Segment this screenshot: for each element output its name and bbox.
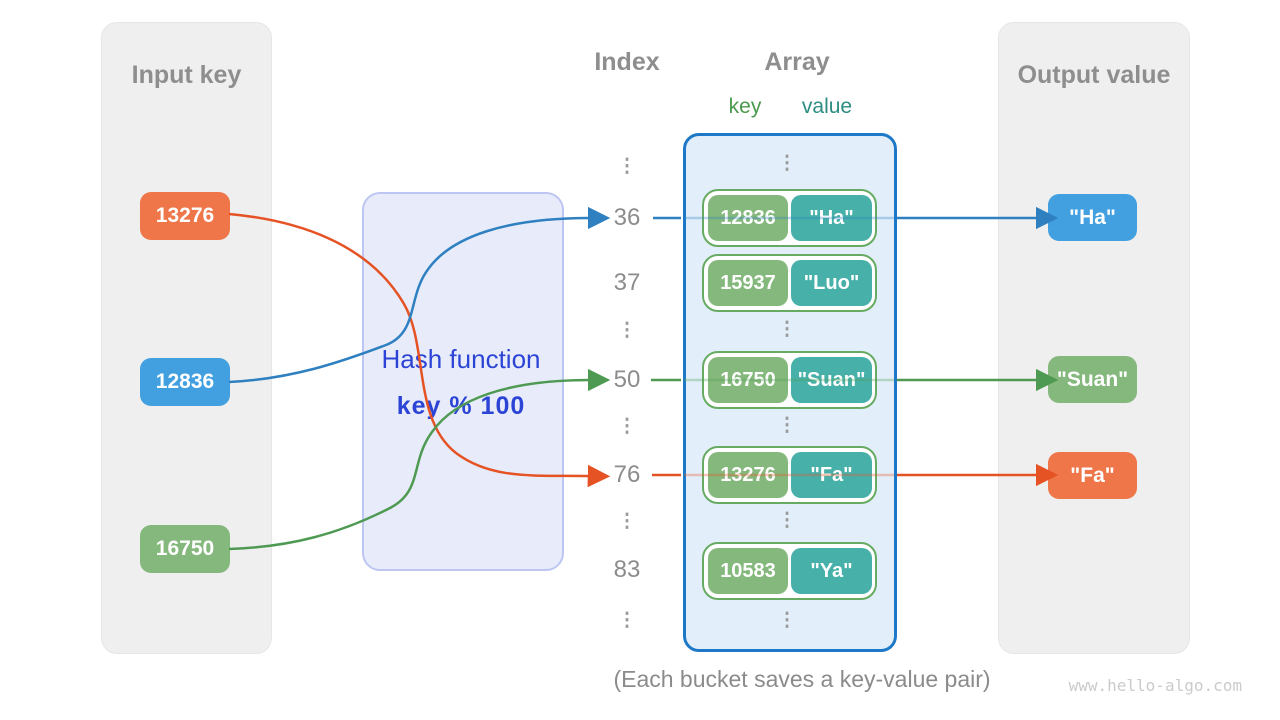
bucket-37-value: "Luo": [791, 260, 872, 306]
index-item-83: 83: [613, 556, 641, 583]
array-ellipsis: ⋮: [777, 610, 797, 631]
output-value-box-fa: "Fa": [1048, 452, 1137, 499]
array-title: Array: [764, 48, 830, 76]
index-item-50: 50: [613, 366, 641, 393]
index-ellipsis: ⋮: [617, 610, 637, 631]
bucket-50-value: "Suan": [791, 357, 872, 403]
output-value-title: Output value: [1017, 61, 1171, 89]
index-ellipsis: ⋮: [617, 156, 637, 177]
output-value-box-suan: "Suan": [1048, 356, 1137, 403]
bucket-37-key: 15937: [708, 260, 788, 306]
output-value-panel: Output value: [998, 22, 1190, 654]
bucket-83-key: 10583: [708, 548, 788, 594]
input-key-title: Input key: [131, 61, 242, 89]
bucket-83-value: "Ya": [791, 548, 872, 594]
output-value-box-ha: "Ha": [1048, 194, 1137, 241]
key-column-header: key: [728, 95, 762, 118]
bucket-36-value: "Ha": [791, 195, 872, 241]
bucket-76-key: 13276: [708, 452, 788, 498]
index-ellipsis: ⋮: [617, 511, 637, 532]
index-column-title: Index: [594, 48, 660, 76]
input-key-box-13276: 13276: [140, 192, 230, 240]
input-key-box-12836: 12836: [140, 358, 230, 406]
array-ellipsis: ⋮: [777, 415, 797, 436]
watermark: www.hello-algo.com: [1068, 676, 1242, 695]
hash-function-expression: key % 100: [396, 392, 526, 420]
array-ellipsis: ⋮: [777, 319, 797, 340]
bucket-76-value: "Fa": [791, 452, 872, 498]
hash-function-box: [362, 192, 564, 571]
array-ellipsis: ⋮: [777, 510, 797, 531]
array-ellipsis: ⋮: [777, 153, 797, 174]
value-column-header: value: [801, 95, 853, 118]
bucket-36-key: 12836: [708, 195, 788, 241]
input-key-box-16750: 16750: [140, 525, 230, 573]
index-ellipsis: ⋮: [617, 320, 637, 341]
hash-function-label: Hash function: [381, 344, 541, 374]
index-item-76: 76: [613, 461, 641, 488]
caption: (Each bucket saves a key-value pair): [613, 666, 991, 692]
index-item-37: 37: [613, 269, 641, 296]
index-item-36: 36: [613, 204, 641, 231]
index-ellipsis: ⋮: [617, 416, 637, 437]
bucket-50-key: 16750: [708, 357, 788, 403]
